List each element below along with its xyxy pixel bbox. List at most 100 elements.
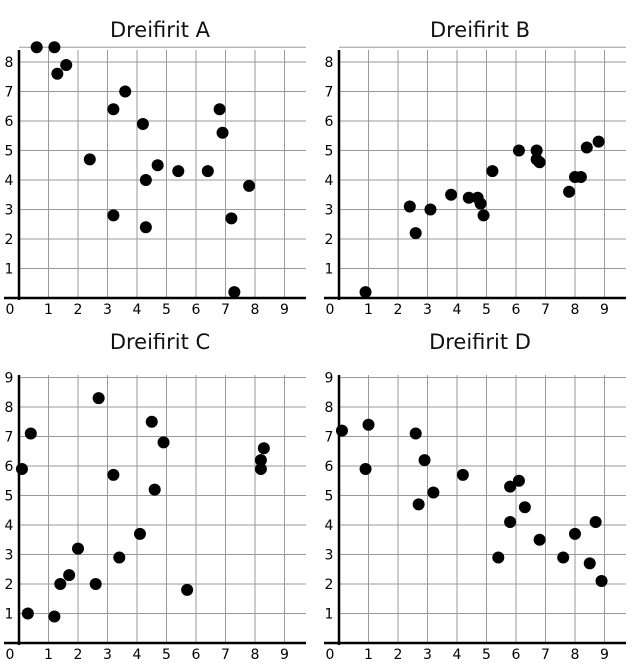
- data-point: [359, 462, 372, 475]
- y-tick-label: 1: [325, 607, 334, 623]
- chart-title: Dreifirit B: [430, 18, 530, 42]
- data-point: [145, 415, 158, 428]
- x-tick-label: 8: [251, 302, 260, 318]
- x-tick-label: 5: [482, 647, 491, 663]
- data-point: [243, 179, 256, 192]
- data-point: [424, 203, 437, 216]
- x-tick-label: 8: [571, 647, 580, 663]
- x-tick-label: 9: [280, 647, 289, 663]
- data-point: [412, 498, 425, 511]
- y-tick-label: 2: [325, 232, 334, 248]
- x-tick-label: 0: [6, 302, 15, 318]
- data-point: [151, 159, 164, 172]
- data-point: [139, 221, 152, 234]
- data-point: [530, 144, 543, 157]
- x-tick-label: 5: [482, 302, 491, 318]
- y-tick-label: 7: [325, 85, 334, 101]
- data-point: [113, 551, 126, 564]
- x-tick-label: 7: [221, 302, 230, 318]
- y-tick-label: 3: [5, 203, 14, 219]
- data-point: [257, 442, 270, 455]
- data-point: [21, 607, 34, 620]
- data-point: [477, 209, 490, 222]
- data-point: [30, 41, 43, 54]
- data-point: [518, 501, 531, 514]
- x-tick-label: 9: [600, 302, 609, 318]
- data-point: [72, 542, 84, 555]
- data-point: [533, 156, 546, 169]
- y-tick-label: 2: [5, 577, 14, 593]
- x-tick-label: 6: [512, 302, 521, 318]
- x-tick-label: 1: [44, 647, 53, 663]
- data-point: [492, 551, 505, 564]
- scatter-panel-a: Dreifirit A 0 1 2 3 4 5 6 7 8 9 1 2 3 4 5 6 7 8: [0, 0, 320, 333]
- x-tick-label: 0: [326, 302, 335, 318]
- y-tick-label: 2: [5, 232, 14, 248]
- y-tick-label: 6: [5, 114, 14, 130]
- y-tick-label: 5: [5, 489, 14, 505]
- data-point: [409, 227, 422, 240]
- data-point: [107, 209, 120, 222]
- x-tick-label: 2: [74, 647, 83, 663]
- data-point: [107, 468, 120, 481]
- x-tick-label: 5: [162, 302, 171, 318]
- x-tick-label: 4: [133, 302, 142, 318]
- data-point: [136, 117, 149, 130]
- y-tick-label: 8: [325, 400, 334, 416]
- x-tick-label: 6: [512, 647, 521, 663]
- data-point: [181, 583, 194, 596]
- data-point: [456, 468, 469, 481]
- data-point: [462, 191, 475, 204]
- data-point: [83, 153, 96, 166]
- x-tick-label: 2: [394, 647, 403, 663]
- x-tick-label: 9: [600, 647, 609, 663]
- data-point: [486, 165, 499, 178]
- y-tick-label: 4: [5, 518, 14, 534]
- y-tick-label: 9: [325, 371, 334, 387]
- data-point: [592, 135, 605, 148]
- scatter-chart-c: Dreifirit C 0 1 2 3 4 5 6 7 8 9 1 2 3 4 5 6 7 8 9: [4, 333, 306, 663]
- y-tick-label: 4: [5, 173, 14, 189]
- data-point: [557, 551, 570, 564]
- x-tick-label: 9: [280, 302, 289, 318]
- y-tick-label: 3: [5, 548, 14, 564]
- data-point: [335, 424, 348, 437]
- y-tick-label: 7: [5, 430, 14, 446]
- x-tick-label: 3: [103, 302, 112, 318]
- y-tick-label: 3: [325, 203, 334, 219]
- data-point: [216, 126, 229, 139]
- data-point: [409, 427, 422, 440]
- x-tick-label: 2: [74, 302, 83, 318]
- data-point: [583, 557, 596, 570]
- x-tick-label: 8: [251, 647, 260, 663]
- x-tick-label: 7: [541, 647, 550, 663]
- y-tick-label: 1: [5, 607, 14, 623]
- data-point: [512, 144, 525, 157]
- scatter-panel-d: Dreifirit D 0 1 2 3 4 5 6 7 8 9 1 2 3 4 5 6 7 8 9: [320, 333, 640, 666]
- data-point: [225, 212, 238, 225]
- y-tick-label: 5: [325, 144, 334, 160]
- y-tick-label: 4: [325, 173, 334, 189]
- y-tick-label: 1: [325, 262, 334, 278]
- data-point: [533, 533, 546, 546]
- x-tick-label: 3: [103, 647, 112, 663]
- data-point: [201, 165, 214, 178]
- y-tick-label: 8: [5, 400, 14, 416]
- x-tick-label: 2: [394, 302, 403, 318]
- scatter-chart-d: Dreifirit D 0 1 2 3 4 5 6 7 8 9 1 2 3 4 5 6 7 8 9: [324, 333, 626, 663]
- x-tick-label: 4: [453, 647, 462, 663]
- data-point: [427, 486, 440, 499]
- data-point: [139, 174, 152, 186]
- data-point: [133, 527, 146, 540]
- data-point: [54, 578, 67, 590]
- data-point: [107, 103, 120, 116]
- x-tick-label: 1: [44, 302, 53, 318]
- x-tick-label: 0: [326, 647, 335, 663]
- x-tick-label: 1: [364, 647, 373, 663]
- x-tick-label: 7: [541, 302, 550, 318]
- x-tick-label: 0: [6, 647, 15, 663]
- data-point: [445, 188, 458, 201]
- x-tick-label: 4: [133, 647, 142, 663]
- data-point: [89, 578, 102, 590]
- data-point: [359, 286, 372, 299]
